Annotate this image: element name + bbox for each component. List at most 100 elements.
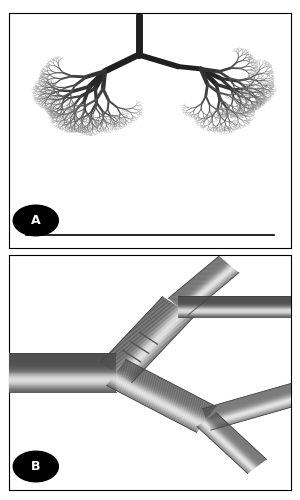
Polygon shape	[118, 308, 181, 374]
Polygon shape	[176, 262, 227, 305]
Polygon shape	[210, 400, 300, 428]
Polygon shape	[210, 401, 300, 430]
Polygon shape	[187, 272, 238, 314]
Polygon shape	[201, 424, 252, 470]
Polygon shape	[207, 392, 300, 421]
Polygon shape	[110, 380, 201, 428]
Polygon shape	[178, 316, 297, 318]
Polygon shape	[207, 394, 300, 422]
Polygon shape	[203, 422, 254, 469]
Polygon shape	[205, 388, 300, 417]
Polygon shape	[178, 297, 297, 298]
Polygon shape	[178, 307, 297, 308]
Polygon shape	[208, 396, 300, 425]
Polygon shape	[112, 304, 174, 370]
Polygon shape	[125, 312, 188, 378]
Polygon shape	[0, 380, 116, 382]
Polygon shape	[103, 298, 166, 364]
Polygon shape	[178, 302, 297, 303]
Polygon shape	[122, 311, 185, 377]
Polygon shape	[124, 312, 187, 378]
Polygon shape	[117, 371, 207, 419]
Polygon shape	[173, 260, 224, 303]
Text: B: B	[31, 460, 40, 473]
Polygon shape	[116, 372, 206, 420]
Polygon shape	[177, 264, 229, 306]
Polygon shape	[114, 305, 177, 372]
Polygon shape	[178, 313, 297, 314]
Polygon shape	[178, 301, 297, 302]
Polygon shape	[108, 301, 170, 368]
Polygon shape	[117, 370, 208, 418]
Polygon shape	[0, 374, 116, 376]
Polygon shape	[173, 260, 224, 302]
Polygon shape	[201, 423, 252, 470]
Polygon shape	[207, 419, 258, 466]
Polygon shape	[110, 380, 201, 428]
Polygon shape	[107, 384, 198, 431]
Polygon shape	[109, 382, 200, 429]
Polygon shape	[184, 270, 236, 312]
Polygon shape	[118, 308, 181, 374]
Polygon shape	[116, 372, 207, 420]
Polygon shape	[123, 363, 214, 410]
Polygon shape	[105, 300, 168, 366]
Polygon shape	[208, 418, 260, 465]
Polygon shape	[206, 419, 258, 467]
Polygon shape	[120, 309, 183, 376]
Polygon shape	[120, 366, 211, 414]
Polygon shape	[183, 268, 234, 311]
Polygon shape	[170, 258, 221, 300]
Polygon shape	[202, 382, 300, 410]
Polygon shape	[115, 373, 206, 421]
Polygon shape	[180, 266, 232, 309]
Polygon shape	[127, 314, 190, 380]
Polygon shape	[206, 390, 300, 418]
Polygon shape	[114, 374, 205, 422]
Polygon shape	[185, 270, 236, 312]
Polygon shape	[205, 388, 300, 418]
Polygon shape	[209, 418, 260, 465]
Polygon shape	[124, 362, 215, 409]
Polygon shape	[101, 297, 164, 364]
Polygon shape	[186, 271, 237, 314]
Polygon shape	[0, 362, 116, 364]
Polygon shape	[210, 416, 261, 464]
Polygon shape	[116, 306, 179, 373]
Polygon shape	[210, 416, 261, 464]
Polygon shape	[206, 389, 300, 418]
Polygon shape	[120, 368, 210, 415]
Polygon shape	[214, 413, 266, 461]
Polygon shape	[116, 306, 178, 372]
Polygon shape	[209, 397, 300, 426]
Polygon shape	[183, 268, 234, 312]
Polygon shape	[203, 382, 300, 411]
Polygon shape	[204, 385, 300, 414]
Polygon shape	[172, 259, 223, 302]
Polygon shape	[104, 299, 167, 366]
Polygon shape	[211, 402, 300, 430]
Polygon shape	[206, 392, 300, 420]
Polygon shape	[212, 416, 263, 463]
Polygon shape	[125, 313, 188, 379]
Polygon shape	[0, 376, 116, 378]
Polygon shape	[106, 300, 169, 366]
Polygon shape	[208, 394, 300, 423]
Polygon shape	[107, 384, 198, 432]
Polygon shape	[119, 368, 210, 416]
Polygon shape	[178, 310, 297, 311]
Polygon shape	[208, 396, 300, 426]
Polygon shape	[172, 260, 224, 302]
Polygon shape	[0, 358, 116, 360]
Polygon shape	[178, 298, 297, 299]
Polygon shape	[203, 384, 300, 413]
Polygon shape	[178, 314, 297, 315]
Polygon shape	[108, 382, 199, 430]
Polygon shape	[202, 422, 253, 470]
Polygon shape	[0, 386, 116, 388]
Polygon shape	[113, 376, 204, 424]
Polygon shape	[206, 420, 257, 467]
Polygon shape	[182, 268, 233, 310]
Polygon shape	[0, 366, 116, 368]
Polygon shape	[212, 414, 264, 462]
